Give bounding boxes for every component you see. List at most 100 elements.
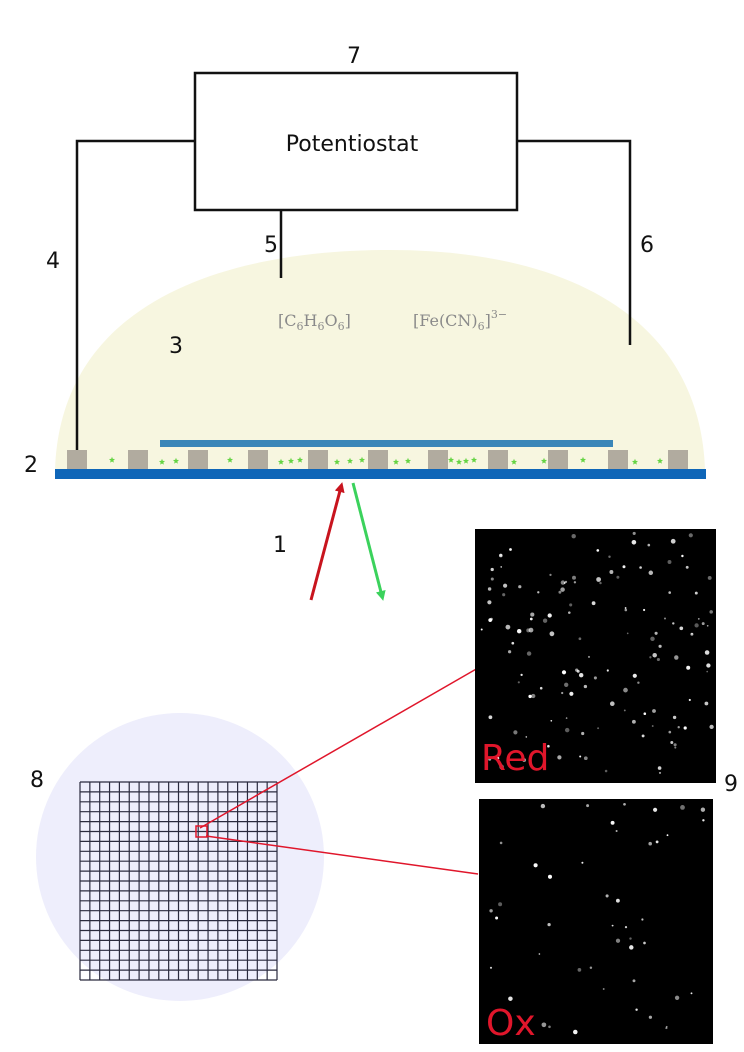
fluorescence-spot: [686, 665, 691, 670]
fluorescence-spot: [706, 663, 711, 668]
fluorescence-spot: [655, 840, 659, 844]
fluorescence-spot: [677, 726, 680, 729]
fluorescence-spot: [615, 938, 621, 943]
electrode-pad: [308, 450, 328, 469]
electrode-pad: [128, 450, 148, 469]
fluorescence-spot: [663, 617, 667, 620]
image-oxidized-label: Ox: [486, 1003, 536, 1044]
fluorescence-spot: [647, 543, 651, 547]
fluorescence-spot: [499, 553, 503, 557]
image-reduced-label: Red: [481, 738, 549, 779]
nanoparticle: [392, 458, 400, 465]
top-electrode: [160, 440, 613, 447]
fluorescence-spot: [569, 603, 573, 607]
fluorescence-spot: [540, 803, 546, 809]
label-6: 6: [640, 233, 654, 258]
fluorescence-spot: [495, 916, 499, 920]
fluorescence-spot: [498, 902, 503, 907]
electrode-pads: [67, 450, 688, 469]
fluorescence-spot: [558, 590, 562, 594]
fluorescence-spot: [665, 1025, 668, 1028]
image-reduced-spots: [480, 531, 714, 774]
fluorescence-spot: [596, 549, 600, 552]
nanoparticle: [631, 458, 639, 465]
electrode-pad: [67, 450, 87, 469]
fluorescence-spot: [709, 724, 714, 730]
fluorescence-spot: [609, 570, 614, 574]
fluorescence-spot: [547, 874, 553, 879]
nanoparticle: [462, 457, 470, 464]
fluorescence-spot: [672, 715, 677, 720]
fluorescence-spot: [623, 709, 626, 712]
fluorescence-spot: [616, 575, 620, 579]
fluorescence-spot: [649, 656, 652, 659]
wire-working: [75, 139, 195, 457]
nanoparticle: [404, 457, 412, 464]
fluorescence-spot: [604, 769, 608, 773]
fluorescence-spot: [681, 554, 684, 558]
array-disc: [36, 713, 324, 1001]
nanoparticle: [287, 457, 295, 464]
nanoparticle: [358, 456, 366, 463]
fluorescence-spot: [529, 617, 533, 621]
fluorescence-spot: [615, 829, 618, 833]
label-1: 1: [273, 533, 287, 558]
excitation-arrow: [309, 482, 345, 601]
fluorescence-spot: [541, 1022, 547, 1028]
fluorescence-spot: [623, 802, 626, 806]
fluorescence-spot: [602, 988, 605, 990]
fluorescence-spot: [690, 632, 694, 636]
fluorescence-spot: [704, 701, 709, 706]
fluorescence-spot: [688, 698, 691, 702]
fluorescence-spot: [578, 637, 582, 641]
fluorescence-spot: [586, 804, 590, 808]
fluorescence-spot: [550, 719, 553, 722]
fluorescence-spot: [706, 670, 709, 673]
fluorescence-spot: [487, 587, 492, 591]
fluorescence-spot: [674, 995, 680, 1000]
nanoparticle: [346, 457, 354, 464]
fluorescence-spot: [605, 894, 609, 898]
fluorescence-spot: [656, 657, 660, 662]
fluorescence-spot: [561, 670, 567, 675]
fluorescence-spot: [683, 726, 687, 730]
fluorescence-spot: [583, 756, 588, 761]
fluorescence-spot: [489, 909, 493, 913]
fluorescence-spot: [489, 966, 493, 969]
fluorescence-spot: [516, 628, 522, 634]
fluorescence-spot: [624, 608, 628, 612]
fluorescence-spot: [575, 668, 579, 672]
fluorescence-spot: [490, 577, 494, 581]
nanoparticle: [158, 458, 166, 465]
zoom-region-marker: [195, 825, 208, 838]
fluorescence-spot: [581, 731, 585, 736]
fluorescence-spot: [517, 681, 520, 684]
fluorescence-spot: [533, 863, 538, 868]
fluorescence-spot: [509, 548, 512, 551]
fluorescence-spot: [591, 601, 596, 606]
electrode-pad: [488, 450, 508, 469]
fluorescence-spot: [637, 681, 640, 684]
zoom-line-top: [199, 667, 479, 829]
fluorescence-spot: [606, 669, 609, 672]
fluorescence-spot: [599, 581, 602, 585]
fluorescence-spot: [643, 941, 646, 945]
fluorescence-spot: [652, 709, 656, 713]
fluorescence-spot: [557, 755, 562, 760]
nanoparticle: [108, 456, 116, 463]
potentiostat: Potentiostat: [193, 71, 519, 212]
fluorescence-spot: [573, 581, 577, 584]
fluorescence-spot: [670, 741, 674, 744]
fluorescence-spot: [530, 612, 535, 617]
fluorescence-spot: [632, 531, 636, 535]
fluorescence-spot: [531, 693, 536, 699]
fluorescence-spot: [679, 626, 684, 631]
image-oxidized: Ox: [479, 799, 713, 1044]
fluorescence-spot: [657, 766, 662, 770]
nanoparticle: [277, 458, 285, 465]
fluorescence-spot: [624, 926, 628, 929]
fluorescence-spot: [564, 727, 570, 733]
fluorescence-spot: [500, 566, 503, 568]
fluorescence-spot: [623, 687, 628, 693]
